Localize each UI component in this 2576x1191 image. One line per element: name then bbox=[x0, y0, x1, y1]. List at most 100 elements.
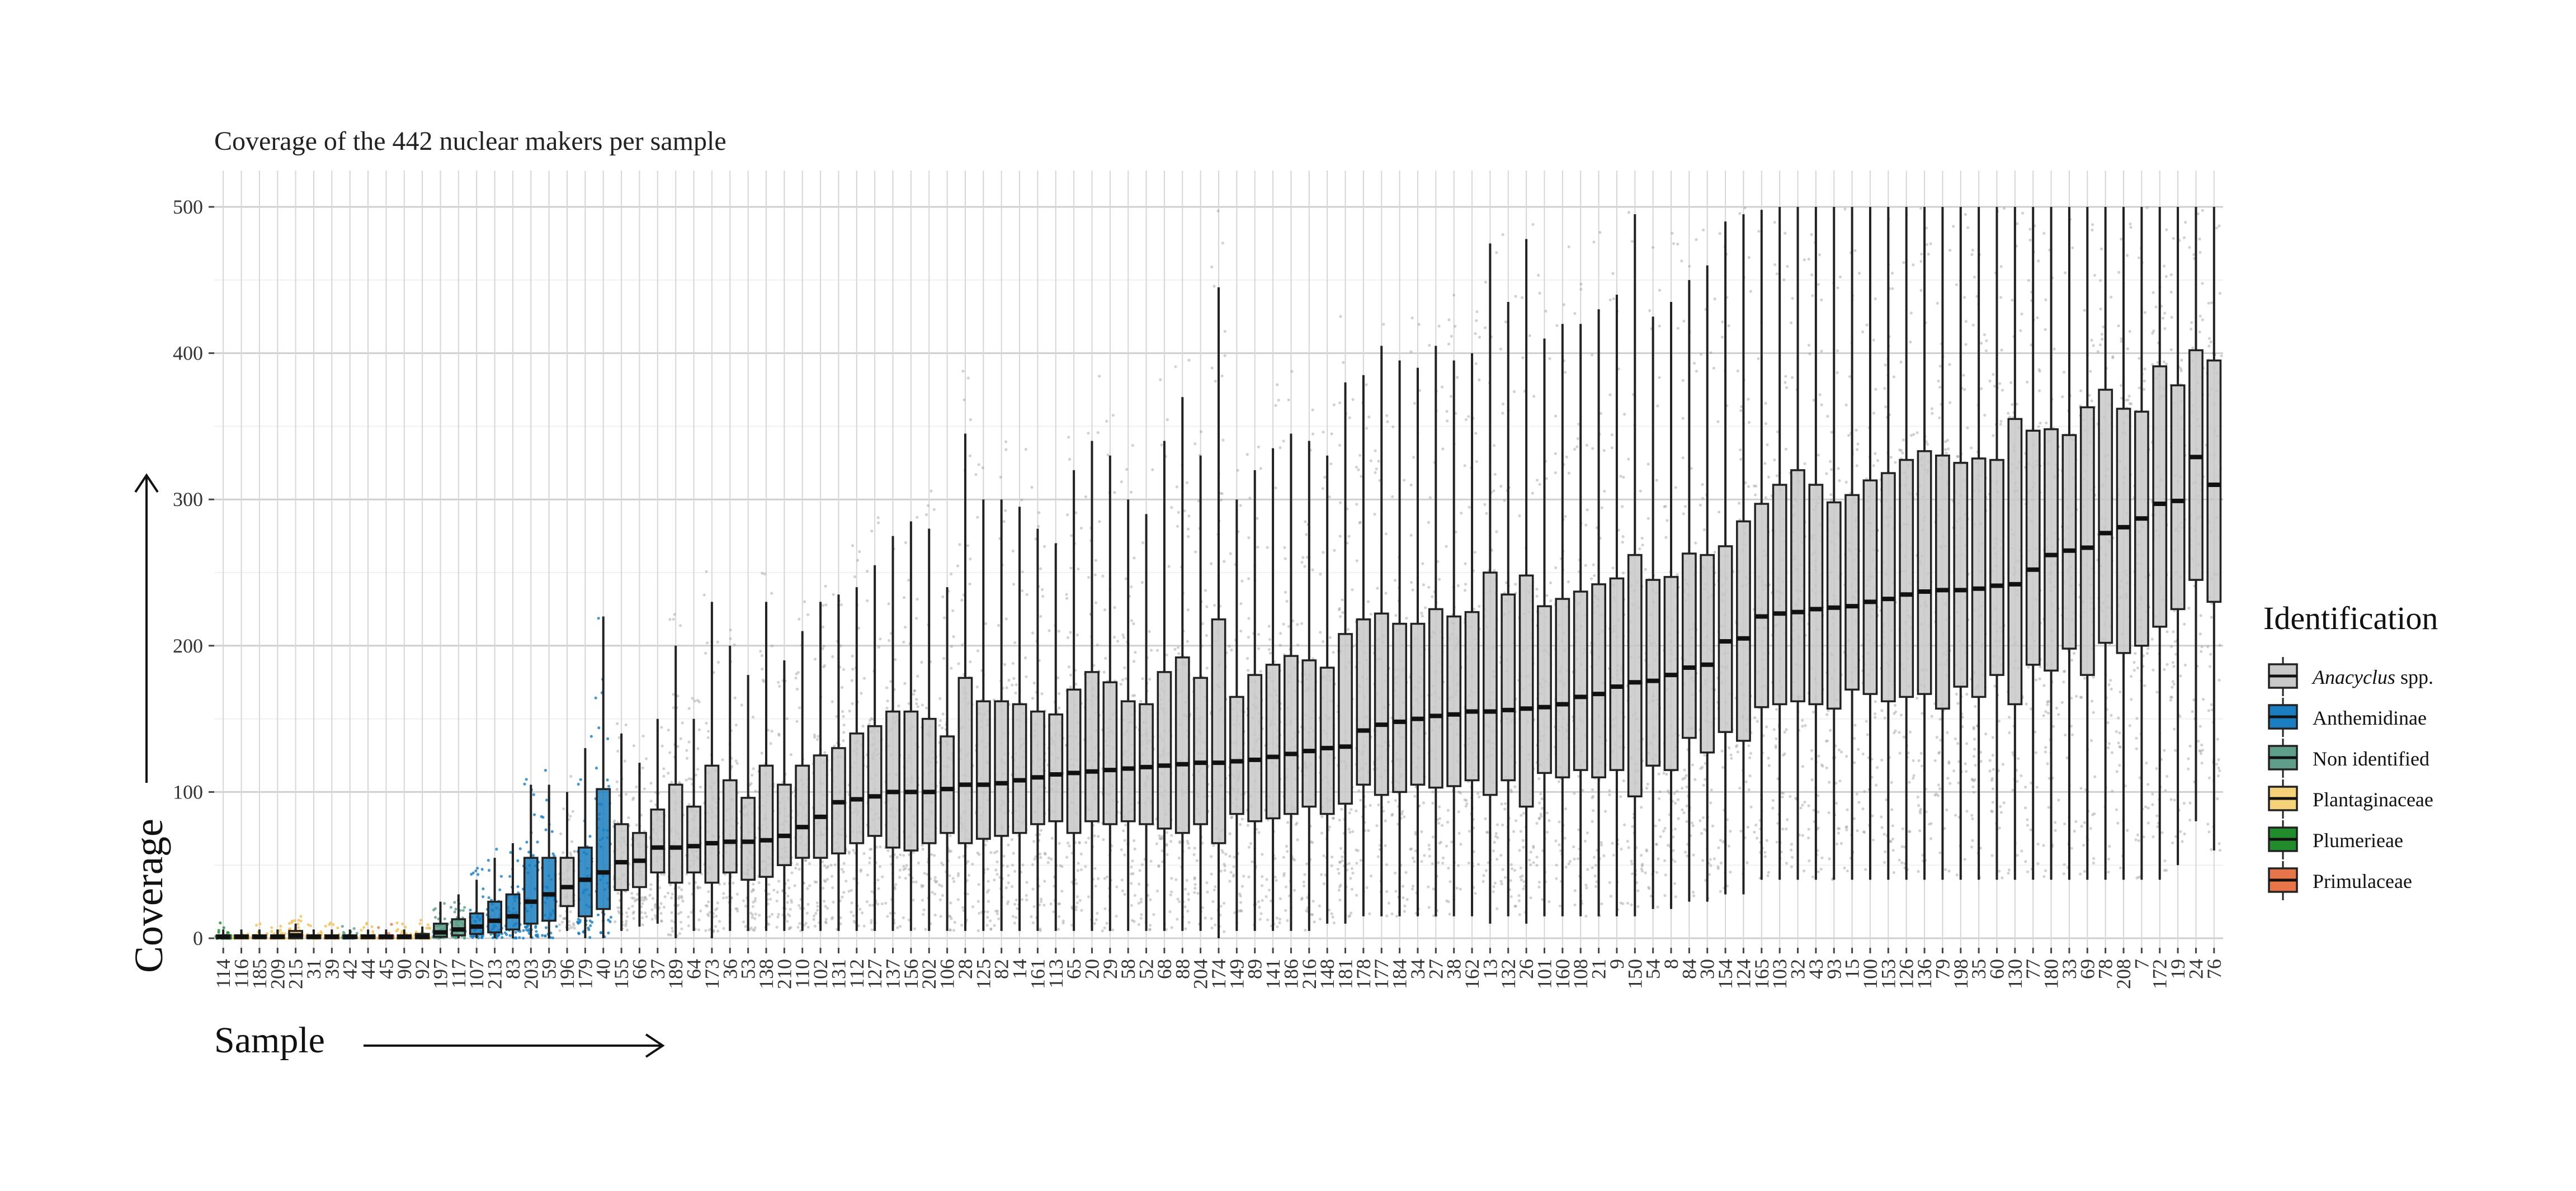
jitter-point bbox=[1058, 902, 1060, 905]
jitter-point bbox=[1115, 915, 1118, 918]
jitter-point bbox=[853, 575, 856, 578]
jitter-point bbox=[1503, 499, 1506, 502]
jitter-point bbox=[1428, 848, 1431, 850]
jitter-point bbox=[1256, 517, 1258, 520]
jitter-point bbox=[1078, 841, 1081, 844]
jitter-point bbox=[974, 473, 977, 476]
jitter-point bbox=[1377, 460, 1380, 462]
jitter-point bbox=[1441, 862, 1444, 864]
jitter-point bbox=[1174, 878, 1177, 881]
jitter-point bbox=[1412, 857, 1414, 859]
jitter-point bbox=[297, 926, 300, 929]
jitter-point bbox=[924, 928, 927, 930]
jitter-point bbox=[1121, 678, 1124, 681]
jitter-point bbox=[663, 873, 666, 876]
jitter-point bbox=[895, 856, 898, 859]
jitter-point bbox=[296, 923, 299, 925]
jitter-point bbox=[1347, 628, 1350, 631]
jitter-point bbox=[1432, 835, 1435, 838]
jitter-point bbox=[715, 915, 718, 918]
jitter-point bbox=[871, 890, 874, 893]
jitter-point bbox=[1257, 633, 1260, 636]
jitter-point bbox=[1438, 817, 1441, 820]
jitter-point bbox=[1084, 865, 1087, 868]
jitter-point bbox=[754, 790, 757, 792]
jitter-point bbox=[1465, 805, 1468, 807]
jitter-point bbox=[255, 924, 258, 927]
jitter-point bbox=[1210, 873, 1213, 876]
jitter-point bbox=[879, 865, 881, 868]
jitter-point bbox=[916, 598, 919, 601]
jitter-point bbox=[1387, 801, 1390, 804]
jitter-point bbox=[1492, 885, 1495, 888]
jitter-point bbox=[1096, 644, 1099, 646]
jitter-point bbox=[1186, 910, 1189, 913]
jitter-point bbox=[660, 920, 663, 923]
jitter-point bbox=[1475, 310, 1478, 313]
jitter-point bbox=[1304, 520, 1306, 523]
jitter-point bbox=[1268, 625, 1271, 627]
jitter-point bbox=[1221, 438, 1224, 441]
jitter-point bbox=[454, 908, 457, 910]
jitter-point bbox=[1457, 864, 1460, 867]
jitter-point bbox=[722, 892, 725, 895]
jitter-point bbox=[498, 888, 501, 891]
jitter-point bbox=[1067, 436, 1070, 438]
jitter-point bbox=[1257, 446, 1260, 448]
jitter-point bbox=[1386, 420, 1389, 423]
jitter-point bbox=[896, 927, 899, 929]
jitter-point bbox=[532, 854, 535, 857]
jitter-point bbox=[522, 929, 525, 932]
jitter-point bbox=[1512, 830, 1515, 833]
jitter-point bbox=[881, 902, 884, 905]
jitter-point bbox=[1322, 854, 1325, 857]
jitter-point bbox=[1005, 617, 1008, 620]
jitter-point bbox=[1031, 697, 1034, 700]
jitter-point bbox=[742, 899, 745, 902]
jitter-point bbox=[1065, 593, 1068, 596]
jitter-point bbox=[1168, 565, 1171, 568]
jitter-point bbox=[866, 570, 869, 573]
jitter-point bbox=[630, 892, 633, 895]
jitter-point bbox=[1040, 692, 1043, 695]
jitter-point bbox=[752, 767, 755, 770]
jitter-point bbox=[862, 725, 865, 727]
jitter-point bbox=[1311, 409, 1314, 412]
jitter-point bbox=[686, 757, 688, 760]
jitter-point bbox=[1475, 319, 1478, 322]
jitter-point bbox=[903, 682, 906, 685]
jitter-point bbox=[1351, 888, 1353, 891]
jitter-point bbox=[1074, 908, 1077, 911]
jitter-point bbox=[1221, 492, 1224, 495]
jitter-point bbox=[1360, 475, 1362, 478]
jitter-point bbox=[1002, 855, 1005, 858]
jitter-point bbox=[1410, 484, 1413, 486]
jitter-point bbox=[1275, 879, 1277, 882]
jitter-point bbox=[1413, 402, 1416, 405]
jitter-point bbox=[1259, 670, 1262, 673]
jitter-point bbox=[777, 913, 780, 916]
jitter-point bbox=[1121, 634, 1124, 636]
jitter-point bbox=[1133, 556, 1135, 559]
jitter-point bbox=[1015, 683, 1018, 686]
jitter-point bbox=[822, 887, 824, 890]
jitter-point bbox=[1460, 512, 1462, 514]
jitter-point bbox=[1290, 370, 1293, 373]
jitter-point bbox=[1457, 810, 1460, 813]
jitter-point bbox=[1066, 513, 1069, 516]
jitter-point bbox=[1259, 912, 1262, 915]
jitter-point bbox=[1391, 813, 1394, 816]
jitter-point bbox=[776, 926, 779, 929]
jitter-point bbox=[1503, 807, 1506, 810]
jitter-point bbox=[1478, 796, 1480, 798]
jitter-point bbox=[624, 924, 627, 927]
jitter-point bbox=[509, 934, 512, 937]
jitter-point bbox=[759, 650, 762, 653]
jitter-point bbox=[643, 787, 646, 790]
jitter-point bbox=[1474, 892, 1476, 895]
jitter-point bbox=[1141, 677, 1144, 680]
jitter-point bbox=[1069, 631, 1072, 634]
jitter-point bbox=[1410, 581, 1413, 584]
jitter-point bbox=[388, 932, 390, 935]
jitter-point bbox=[1246, 453, 1249, 456]
